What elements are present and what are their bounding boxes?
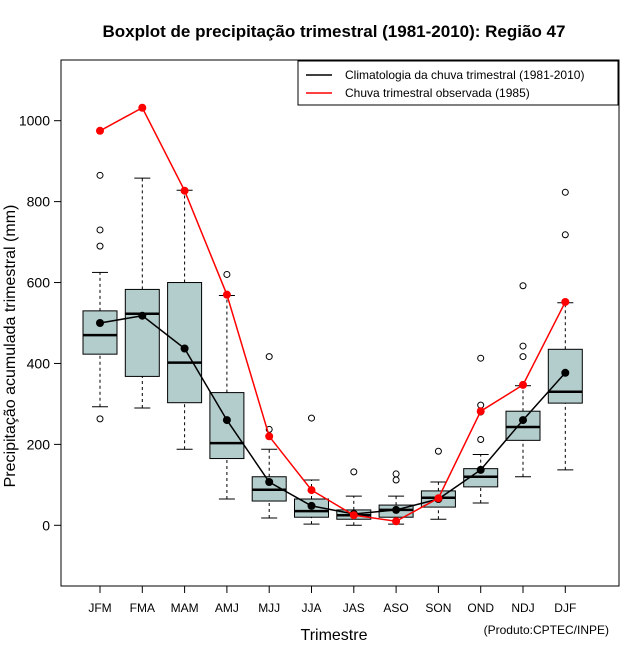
x-tick-label-jas: JAS xyxy=(343,601,365,615)
series-point-observed xyxy=(476,407,485,416)
x-tick-label-djf: DJF xyxy=(554,601,576,615)
y-tick-label: 400 xyxy=(27,355,51,371)
x-tick-label-amj: AMJ xyxy=(215,601,239,615)
x-tick-label-jfm: JFM xyxy=(88,601,111,615)
series-point-observed xyxy=(265,432,274,441)
x-tick-label-jja: JJA xyxy=(301,601,321,615)
outlier-point xyxy=(96,171,104,179)
series-point-climatology xyxy=(307,501,316,510)
plot-frame xyxy=(60,59,620,587)
series-point-observed xyxy=(307,486,316,495)
outlier-point xyxy=(96,226,104,234)
outlier-point xyxy=(519,353,527,361)
x-tick-label-son: SON xyxy=(425,601,451,615)
outlier-point xyxy=(308,414,315,422)
series-point-observed xyxy=(222,290,231,299)
x-tick-label-aso: ASO xyxy=(383,601,408,615)
series-point-observed xyxy=(138,103,147,112)
series-point-observed xyxy=(434,494,443,503)
x-tick-label-fma: FMA xyxy=(130,601,155,615)
series-point-climatology xyxy=(96,319,104,327)
x-tick-label-mam: MAM xyxy=(171,601,199,615)
series-point-climatology xyxy=(138,311,147,320)
box-fma xyxy=(124,177,160,409)
outlier-point xyxy=(561,231,569,239)
x-tick-label-mjj: MJJ xyxy=(258,601,280,615)
box-iqr xyxy=(167,282,203,404)
outlier-point xyxy=(223,270,231,278)
x-axis: JFM FMA MAM AMJ MJJ JJA JAS ASO SON OND NDJ DJF xyxy=(88,586,576,615)
y-tick-label: 200 xyxy=(27,436,51,452)
product-credit: (Produto:CPTEC/INPE) xyxy=(484,623,609,637)
series-line-climatology xyxy=(99,314,566,515)
outlier-point xyxy=(392,476,400,484)
outlier-point xyxy=(519,342,527,350)
series-observed xyxy=(96,103,570,526)
series-point-observed xyxy=(349,511,358,520)
series-climatology xyxy=(96,311,570,518)
y-tick-label: 800 xyxy=(27,194,51,210)
box-iqr xyxy=(82,310,118,355)
y-axis: 0 200 400 600 800 1000 xyxy=(19,113,61,533)
series-lines xyxy=(96,103,570,526)
outlier-point xyxy=(477,436,485,444)
y-tick-label: 1000 xyxy=(19,113,50,129)
x-axis-label: Trimestre xyxy=(301,627,368,644)
box-ond xyxy=(463,354,499,504)
box-djf xyxy=(547,188,583,471)
series-point-observed xyxy=(392,517,401,526)
series-point-climatology xyxy=(392,505,401,514)
series-point-observed xyxy=(519,380,527,389)
series-point-climatology xyxy=(265,478,274,487)
series-line-observed xyxy=(99,106,566,523)
outlier-point xyxy=(434,447,442,455)
x-tick-label-ond: OND xyxy=(467,601,494,615)
box-ndj xyxy=(505,282,541,478)
series-point-observed xyxy=(96,126,104,135)
box-son xyxy=(420,447,456,520)
outlier-point xyxy=(392,470,400,478)
box-aso xyxy=(378,470,414,525)
series-point-climatology xyxy=(476,465,485,474)
series-point-climatology xyxy=(222,416,231,425)
outlier-point xyxy=(350,468,358,476)
legend: Climatologia da chuva trimestral (1981-2… xyxy=(297,60,619,106)
series-point-climatology xyxy=(561,368,570,377)
series-point-climatology xyxy=(519,416,527,425)
legend-label-observed: Chuva trimestral observada (1985) xyxy=(345,86,530,100)
outlier-point xyxy=(477,354,485,362)
box-jfm xyxy=(82,171,118,423)
chart-title: Boxplot de precipitação trimestral (1981… xyxy=(103,22,566,41)
y-tick-label: 600 xyxy=(27,275,51,291)
series-point-climatology xyxy=(180,344,189,353)
legend-box xyxy=(297,60,619,106)
box-mam xyxy=(167,189,203,450)
outlier-point xyxy=(96,415,104,423)
y-axis-label: Precipitação acumulada trimestral (mm) xyxy=(2,205,19,488)
series-point-observed xyxy=(561,297,570,306)
boxplots xyxy=(82,171,583,526)
box-iqr xyxy=(209,392,245,460)
outlier-point xyxy=(265,353,273,361)
series-point-observed xyxy=(180,186,189,195)
legend-label-climatology: Climatologia da chuva trimestral (1981-2… xyxy=(345,68,584,82)
x-tick-label-ndj: NDJ xyxy=(511,601,534,615)
outlier-point xyxy=(519,282,527,290)
outlier-point xyxy=(561,188,569,196)
box-amj xyxy=(209,270,245,500)
outlier-point xyxy=(96,242,104,250)
y-tick-label: 0 xyxy=(42,517,50,533)
box-iqr xyxy=(124,288,160,377)
